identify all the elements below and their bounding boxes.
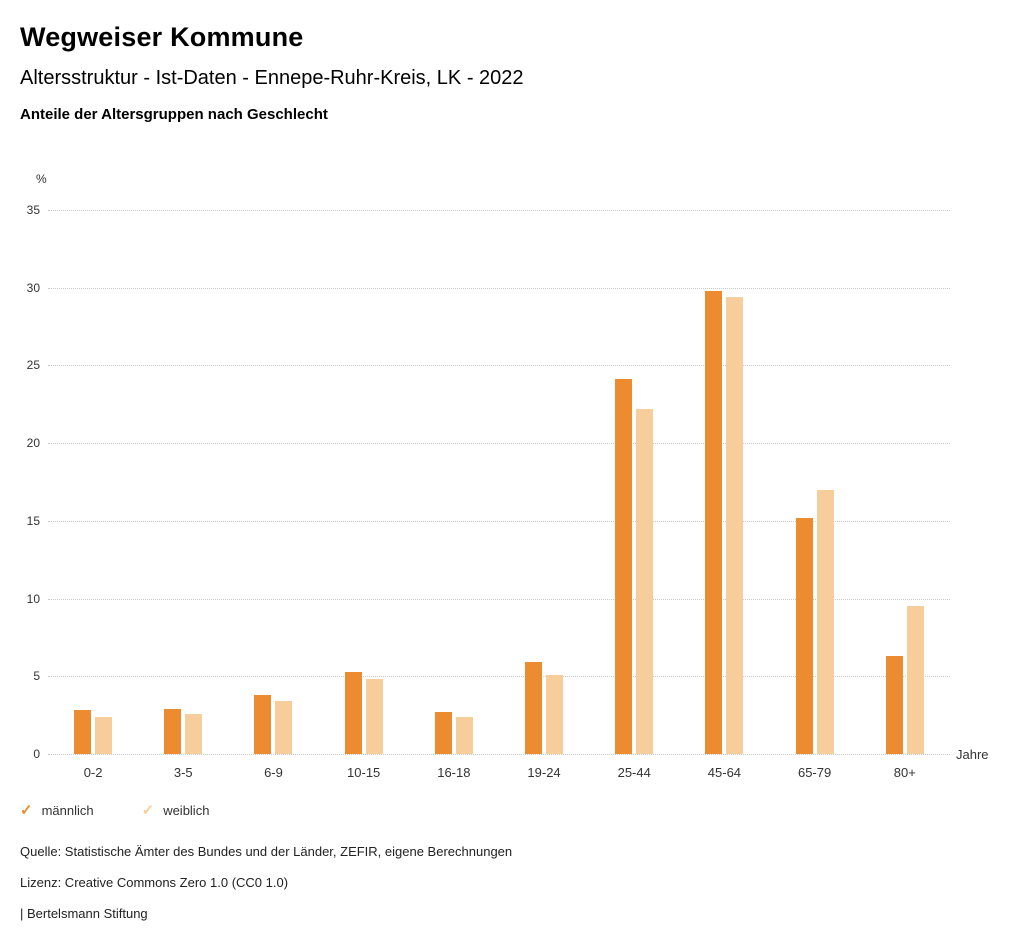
bar-männlich [885, 656, 903, 754]
bar-männlich [344, 671, 362, 754]
bar-group [344, 671, 383, 754]
legend-item-maennlich[interactable]: ✓ männlich [20, 803, 94, 818]
bar-männlich [254, 694, 272, 754]
bar-männlich [525, 662, 543, 754]
x-tick-label: 16-18 [437, 765, 471, 780]
bar-weiblich [275, 701, 293, 754]
bar-männlich [705, 290, 723, 754]
bar-group [615, 379, 654, 754]
y-tick-label: 0 [33, 747, 40, 761]
y-tick-label: 35 [26, 203, 40, 217]
bar-männlich [795, 517, 813, 754]
y-tick-label: 20 [26, 436, 40, 451]
x-tick-label: 0-2 [83, 765, 103, 780]
x-tick-label: 45-64 [707, 765, 742, 780]
bar-group [885, 606, 924, 754]
bar-group [74, 710, 113, 754]
check-icon: ✓ [141, 802, 155, 819]
legend-label-maennlich: männlich [41, 803, 94, 818]
x-tick-label: 25-44 [617, 765, 651, 780]
y-tick-label: 30 [26, 280, 40, 295]
bar-männlich [434, 712, 452, 754]
bar-weiblich [906, 606, 924, 754]
x-tick-label: 80+ [893, 765, 916, 780]
bar-group [705, 290, 744, 754]
bar-weiblich [455, 716, 473, 754]
bar-group [434, 712, 473, 754]
bar-weiblich [636, 408, 654, 754]
plot-area [48, 210, 950, 755]
page-subtitle: Altersstruktur - Ist-Daten - Ennepe-Ruhr… [20, 67, 524, 89]
bar-männlich [164, 708, 182, 754]
x-axis-title: Jahre [956, 747, 989, 762]
bar-weiblich [726, 297, 744, 754]
bar-group [164, 708, 203, 754]
gridline [48, 210, 950, 211]
y-tick-label: 5 [33, 669, 40, 684]
x-tick-label: 19-24 [527, 765, 561, 780]
page-title: Wegweiser Kommune [20, 22, 304, 52]
bar-weiblich [546, 674, 564, 754]
gridline [48, 443, 950, 445]
y-tick-label: 15 [26, 513, 40, 528]
y-tick-label: 25 [26, 358, 40, 373]
gridline [48, 676, 950, 678]
x-tick-label: 3-5 [173, 765, 193, 780]
chart-heading: Anteile der Altersgruppen nach Geschlech… [20, 106, 328, 123]
x-tick-label: 6-9 [264, 765, 283, 780]
legend-item-weiblich[interactable]: ✓ weiblich [142, 803, 210, 818]
gridline [48, 520, 950, 522]
bar-group [254, 694, 293, 754]
bar-männlich [74, 710, 92, 754]
bar-männlich [615, 379, 633, 754]
x-tick-label: 65-79 [797, 765, 832, 780]
gridline [48, 365, 950, 367]
x-tick-label: 10-15 [347, 765, 381, 780]
bar-group [795, 489, 834, 754]
gridline [48, 754, 950, 755]
chart-legend: ✓ männlich ✓ weiblich [20, 803, 209, 818]
gridline [48, 598, 950, 600]
bar-weiblich [816, 489, 834, 754]
check-icon: ✓ [20, 802, 33, 819]
bar-group [525, 662, 564, 754]
source-text: Quelle: Statistische Ämter des Bundes un… [20, 844, 513, 859]
attribution-text: | Bertelsmann Stiftung [20, 906, 148, 921]
bar-weiblich [95, 716, 113, 754]
gridline [48, 287, 950, 289]
bar-weiblich [185, 713, 203, 754]
y-axis-unit-label: % [36, 172, 47, 186]
x-axis: 0-2 3-5 6-9 10-15 16-18 19-24 25-44 45-64 65-79 8… [48, 765, 950, 780]
y-axis: 0 5 10 15 20 25 30 35 [0, 203, 40, 761]
legend-label-weiblich: weiblich [163, 803, 210, 818]
bar-weiblich [365, 679, 383, 754]
license-text: Lizenz: Creative Commons Zero 1.0 (CC0 1… [20, 875, 289, 890]
y-tick-label: 10 [26, 591, 40, 606]
